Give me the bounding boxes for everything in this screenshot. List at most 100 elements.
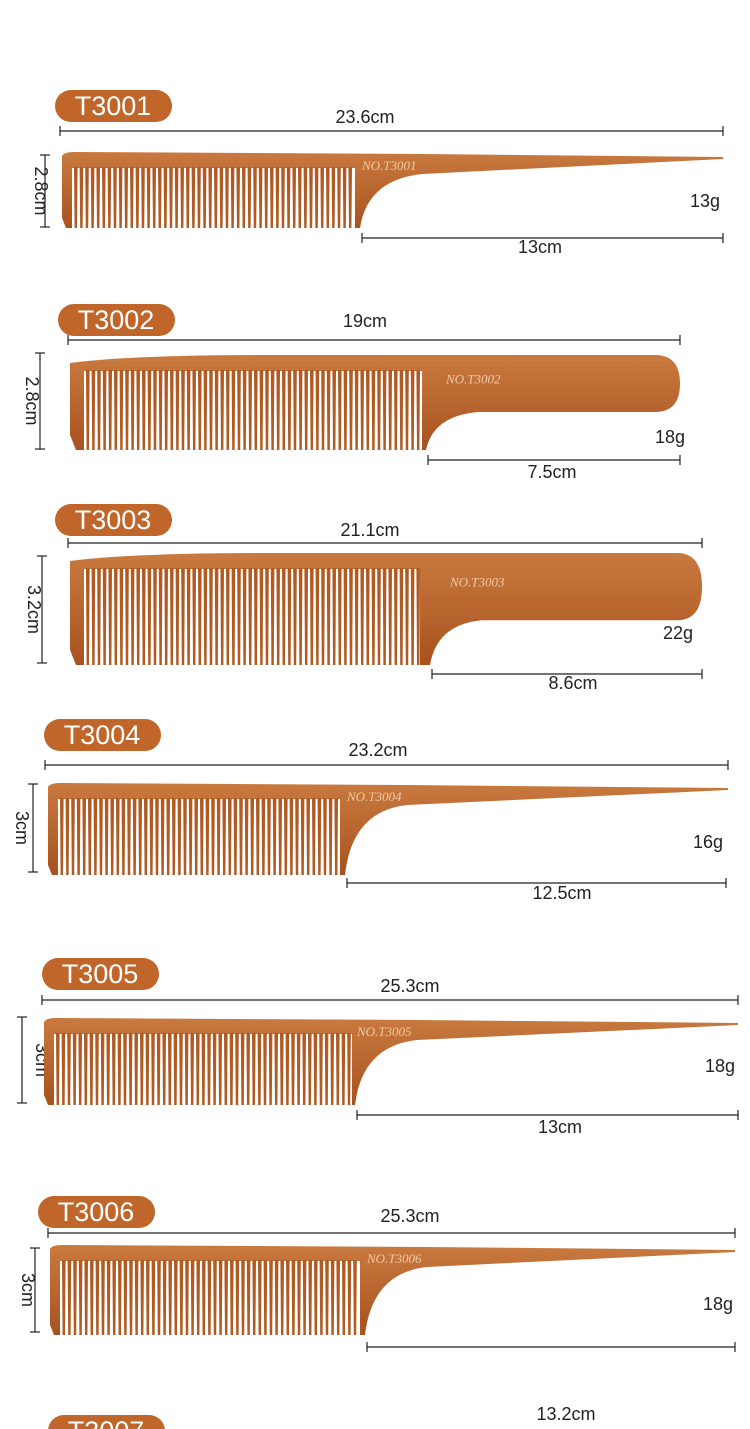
comb-tooth	[84, 1260, 88, 1335]
comb-tooth	[152, 167, 156, 228]
imprint: NO.T3003	[449, 575, 505, 590]
comb-body	[62, 152, 723, 228]
comb-tooth	[128, 1033, 133, 1105]
comb-body	[70, 553, 702, 665]
comb-tooth	[95, 1260, 100, 1335]
comb-tooth	[175, 568, 180, 665]
comb-tooth	[153, 568, 157, 665]
handle-length-label: 7.5cm	[527, 462, 576, 482]
length-label: 23.6cm	[335, 107, 394, 127]
comb-tooth	[110, 798, 114, 875]
comb-tooth	[313, 1033, 318, 1105]
comb-tooth	[112, 1260, 116, 1335]
comb-tooth	[200, 798, 204, 875]
comb-tooth	[79, 167, 84, 228]
comb-tooth	[96, 167, 100, 228]
comb-tooth	[261, 798, 266, 875]
comb-tooth	[144, 798, 148, 875]
comb-tooth	[298, 370, 303, 450]
comb-tooth	[274, 1033, 278, 1105]
comb-tooth	[184, 1033, 189, 1105]
comb-tooth	[166, 798, 170, 875]
comb-tooth	[315, 370, 320, 450]
comb-tooth	[100, 1033, 105, 1105]
comb-tooth	[388, 370, 392, 450]
comb-tooth	[377, 568, 381, 665]
comb-tooth	[181, 370, 185, 450]
model-label: T3007	[68, 1416, 145, 1429]
comb-tooth	[236, 167, 240, 228]
comb-tooth	[394, 568, 398, 665]
comb-tooth	[242, 167, 246, 228]
comb-tooth	[158, 370, 163, 450]
comb-tooth	[174, 167, 179, 228]
comb-tooth	[130, 370, 135, 450]
comb-tooth	[224, 1260, 228, 1335]
comb-tooth	[233, 798, 238, 875]
length-label: 21.1cm	[340, 520, 399, 540]
comb-tooth	[308, 1260, 312, 1335]
comb-tooth	[191, 167, 196, 228]
comb-tooth	[263, 1260, 268, 1335]
comb-tooth	[219, 167, 224, 228]
comb-tooth	[252, 1260, 256, 1335]
comb-tooth	[124, 167, 128, 228]
comb-tooth	[179, 1033, 183, 1105]
comb-tooth	[253, 167, 257, 228]
weight-label: 22g	[663, 623, 693, 643]
comb-tooth	[270, 167, 274, 228]
comb-tooth	[218, 1033, 222, 1105]
comb-tooth	[218, 1260, 223, 1335]
comb-tooth	[270, 370, 275, 450]
comb-tooth	[382, 568, 387, 665]
comb-tooth	[101, 1260, 105, 1335]
comb-tooth	[90, 1260, 94, 1335]
comb-tooth	[192, 370, 196, 450]
comb-tooth	[89, 1033, 94, 1105]
comb-tooth	[134, 1033, 138, 1105]
comb-tooth	[330, 1260, 335, 1335]
comb-body	[70, 355, 680, 450]
comb-tooth	[366, 568, 370, 665]
comb-tooth	[231, 568, 236, 665]
model-label: T3002	[78, 305, 155, 335]
comb-tooth	[282, 568, 286, 665]
comb-tooth	[147, 370, 152, 450]
comb-tooth	[353, 1260, 357, 1335]
comb-tooth	[298, 167, 302, 228]
comb-tooth	[332, 568, 336, 665]
comb-tooth	[267, 798, 271, 875]
comb-tooth	[405, 568, 409, 665]
comb: NO.T3004	[48, 783, 728, 875]
comb-tooth	[226, 370, 230, 450]
comb-tooth	[285, 1033, 290, 1105]
comb-tooth	[293, 568, 297, 665]
comb-tooth	[275, 167, 280, 228]
comb-tooth	[93, 798, 98, 875]
model-label: T3004	[64, 720, 141, 750]
comb-tooth	[304, 370, 308, 450]
handle-length-label: 8.6cm	[548, 673, 597, 693]
comb-tooth	[330, 1033, 334, 1105]
comb-tooth	[188, 798, 193, 875]
comb-tooth	[306, 798, 310, 875]
comb-tooth	[337, 167, 341, 228]
comb-tooth	[241, 1260, 245, 1335]
height-label: 3.2cm	[24, 585, 44, 634]
comb-tooth	[186, 568, 191, 665]
comb-tooth	[61, 1033, 66, 1105]
comb-tooth	[276, 370, 280, 450]
comb-tooth	[86, 568, 90, 665]
comb-tooth	[198, 370, 202, 450]
comb-tooth	[338, 568, 342, 665]
comb-tooth	[348, 167, 352, 228]
comb-tooth	[207, 1260, 212, 1335]
comb-tooth	[224, 1033, 228, 1105]
comb-tooth	[274, 1260, 279, 1335]
comb-tooth	[113, 167, 117, 228]
comb-tooth	[207, 1033, 211, 1105]
comb-tooth	[125, 370, 129, 450]
comb-tooth	[72, 1033, 77, 1105]
comb-tooth	[336, 1260, 340, 1335]
